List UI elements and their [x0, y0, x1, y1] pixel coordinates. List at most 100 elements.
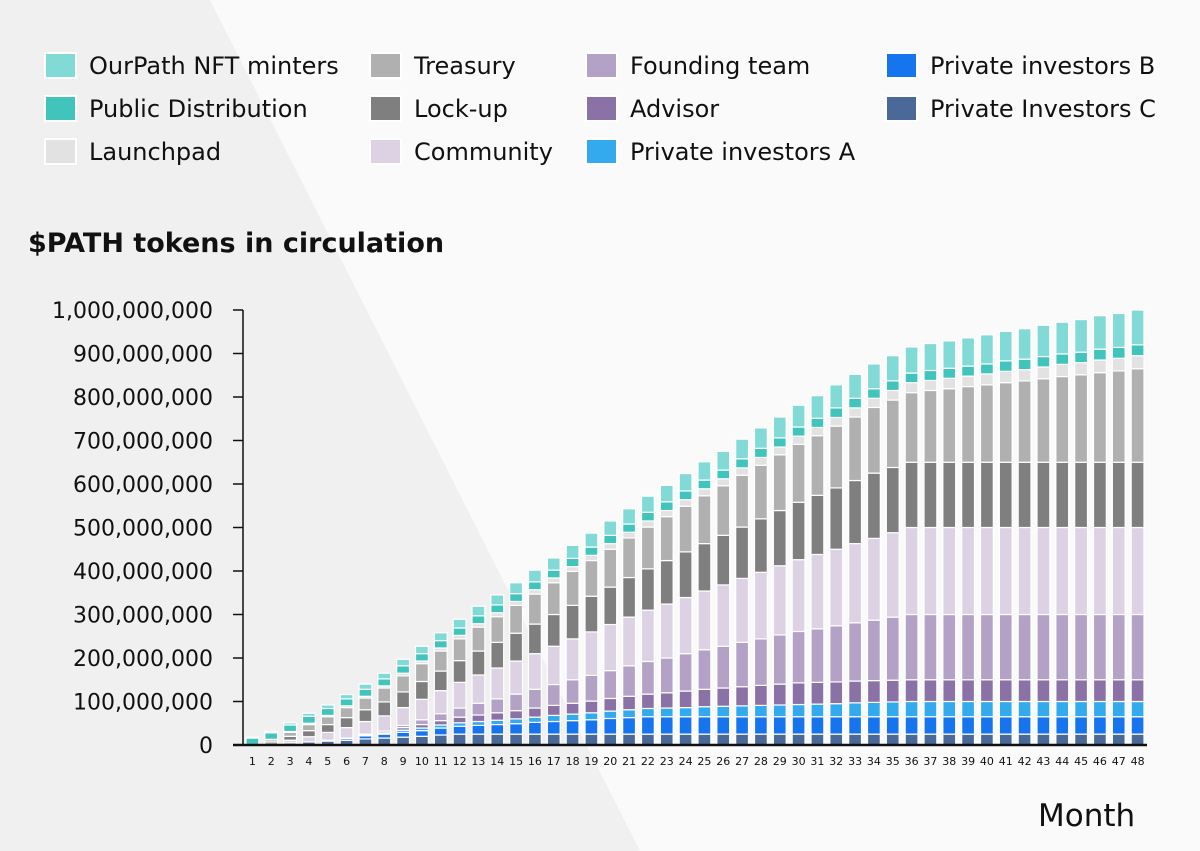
bar-segment-founding-team [622, 665, 637, 697]
bar-segment-private-investors-b [509, 723, 524, 735]
bar-segment-private-investors-a [885, 701, 900, 718]
bar-segment-private-investors-b [979, 716, 994, 735]
bar-segment-ourpath-nft-minters [1074, 318, 1089, 353]
legend-swatch [585, 95, 618, 122]
legend-label: Founding team [630, 51, 811, 80]
bar-segment-community [810, 553, 825, 630]
bar-segment-founding-team [848, 622, 863, 682]
bar-segment-launchpad [753, 456, 768, 466]
bar-segment-public-distribution [527, 581, 542, 591]
bar-segment-private-investors-a [678, 706, 693, 718]
bar-stack-month-29 [772, 416, 787, 746]
bar-segment-public-distribution [1074, 351, 1089, 364]
bar-segment-advisor [697, 688, 712, 708]
bar-segment-community [640, 609, 655, 663]
bar-segment-launchpad [848, 407, 863, 418]
bar-segment-ourpath-nft-minters [1036, 324, 1051, 358]
bar-segment-advisor [979, 679, 994, 703]
bar-segment-private-investors-b [942, 716, 957, 735]
bar-segment-private-investors-c [885, 733, 900, 746]
chart-title: $PATH tokens in circulation [28, 228, 445, 259]
bar-segment-public-distribution [998, 360, 1013, 372]
bar-segment-ourpath-nft-minters [320, 704, 335, 710]
bar-segment-launchpad [942, 377, 957, 390]
bar-segment-treasury [433, 650, 448, 672]
bar-segment-public-distribution [339, 698, 354, 707]
bar-segment-ourpath-nft-minters [622, 508, 637, 525]
bar-segment-treasury [1017, 380, 1032, 463]
legend-swatch [885, 52, 918, 79]
bar-segment-private-investors-b [490, 723, 505, 735]
x-tick-label: 9 [400, 755, 407, 768]
bar-segment-treasury [622, 537, 637, 579]
bar-segment-advisor [829, 681, 844, 705]
legend-item-community: Community [369, 130, 585, 173]
bar-segment-advisor [961, 679, 976, 703]
bar-segment-advisor [471, 714, 486, 723]
bar-segment-private-investors-c [1074, 733, 1089, 746]
bar-segment-launchpad [1111, 357, 1126, 372]
legend-label: Treasury [414, 51, 516, 80]
bar-segment-lock-up [1092, 461, 1107, 529]
x-tick-label: 10 [415, 755, 429, 768]
bar-segment-ourpath-nft-minters [810, 395, 825, 419]
legend-item-private-investors-b: Private investors B [885, 44, 1185, 87]
bar-segment-advisor [452, 716, 467, 724]
bar-segment-launchpad [1017, 369, 1032, 382]
bar-segment-treasury [301, 723, 316, 732]
bar-segment-lock-up [339, 716, 354, 729]
bar-segment-public-distribution [1111, 346, 1126, 359]
bar-stack-month-34 [866, 363, 881, 746]
bar-segment-private-investors-b [753, 716, 768, 735]
bar-segment-community [301, 736, 316, 743]
legend-label: Private investors A [630, 137, 856, 166]
bar-segment-lock-up [452, 660, 467, 683]
bar-segment-private-investors-c [866, 733, 881, 746]
bar-segment-advisor [546, 704, 561, 717]
bar-segment-lock-up [979, 461, 994, 529]
bar-segment-launchpad [885, 389, 900, 401]
bar-segment-ourpath-nft-minters [1055, 321, 1070, 355]
bar-segment-founding-team [509, 693, 524, 712]
bar-segment-private-investors-a [716, 705, 731, 718]
bar-segment-private-investors-a [1092, 700, 1107, 718]
bar-segment-ourpath-nft-minters [452, 618, 467, 629]
bar-segment-private-investors-b [735, 716, 750, 735]
bar-segment-public-distribution [753, 447, 768, 459]
x-tick-label: 8 [381, 755, 388, 768]
bar-segment-private-investors-a [490, 719, 505, 726]
bar-segment-treasury [1111, 370, 1126, 463]
bar-segment-private-investors-c [979, 733, 994, 746]
bar-segment-ourpath-nft-minters [490, 594, 505, 606]
bar-segment-lock-up [772, 509, 787, 567]
bar-segment-treasury [377, 687, 392, 703]
bar-segment-community [565, 638, 580, 681]
bar-segment-ourpath-nft-minters [433, 632, 448, 642]
bar-segment-ourpath-nft-minters [1111, 312, 1126, 349]
legend-swatch [44, 138, 77, 165]
bar-segment-community [1092, 526, 1107, 616]
bar-stack-month-37 [923, 342, 938, 746]
bar-segment-treasury [753, 464, 768, 520]
bar-segment-ourpath-nft-minters [301, 712, 316, 717]
axes-layer: 1 2 3 4 5 6 7 8 9 10 11 12 13 14 15 16 17 18 19 20 21 22 23 24 2… [52, 299, 1147, 768]
bar-segment-public-distribution [1092, 348, 1107, 361]
bar-segment-public-distribution [735, 458, 750, 469]
bar-segment-community [490, 667, 505, 700]
bar-stack-month-40 [979, 334, 994, 746]
x-tick-label: 3 [287, 755, 294, 768]
bar-segment-ourpath-nft-minters [1092, 315, 1107, 350]
bar-segment-ourpath-nft-minters [979, 334, 994, 365]
bar-segment-launchpad [1092, 359, 1107, 374]
bar-segment-founding-team [603, 670, 618, 700]
bar-segment-private-investors-a [848, 702, 863, 718]
bar-segment-advisor [1017, 679, 1032, 703]
bar-segment-founding-team [866, 619, 881, 682]
bar-segment-lock-up [885, 466, 900, 534]
bar-segment-public-distribution [414, 653, 429, 662]
bar-segment-private-investors-c [829, 733, 844, 746]
bar-segment-founding-team [414, 719, 429, 726]
bar-segment-treasury [979, 384, 994, 463]
bar-segment-public-distribution [848, 397, 863, 409]
